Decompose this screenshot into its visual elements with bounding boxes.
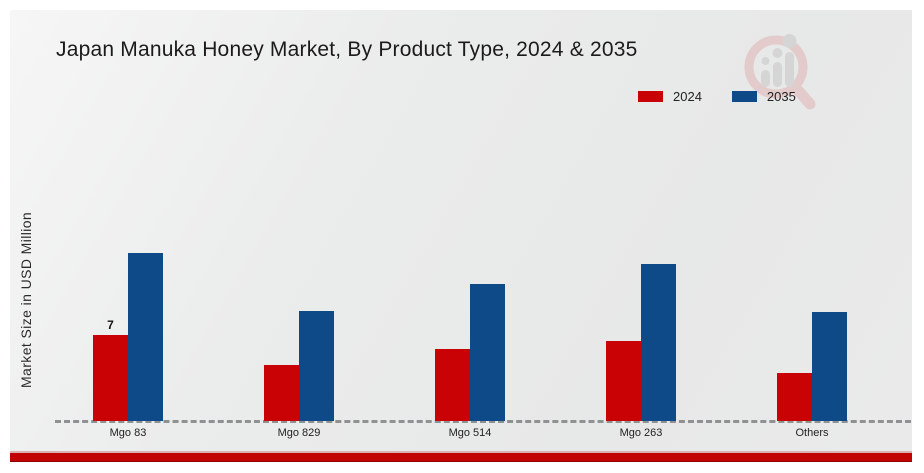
legend-swatch-2024-icon [638,91,663,102]
legend-label: 2035 [766,89,796,104]
bar-2024-mgo-263 [606,341,641,421]
bar-2024-mgo-514 [435,349,470,421]
category-label-mgo-514: Mgo 514 [448,427,492,439]
bar-2035-mgo-829 [299,311,334,421]
chart-title: Japan Manuka Honey Market, By Product Ty… [56,38,638,61]
bar-2035-mgo-83 [128,253,163,421]
bar-2035-mgo-514 [470,284,505,421]
bar-2035-others [812,312,847,421]
bar-2024-others [777,373,812,421]
chart-legend: 2024 2035 [638,89,796,104]
legend-label: 2024 [673,89,702,104]
bar-value-label: 7 [107,318,114,332]
category-label-mgo-83: Mgo 83 [109,427,147,439]
bar-2024-mgo-829 [264,365,299,421]
category-label-mgo-263: Mgo 263 [619,427,663,439]
chart-panel: Japan Manuka Honey Market, By Product Ty… [10,10,912,462]
bar-2024-mgo-83 [93,335,128,421]
footer-accent-bar [10,451,912,462]
legend-swatch-2035-icon [731,91,757,102]
legend-item-2035: 2035 [731,89,796,104]
legend-item-2024: 2024 [638,89,702,104]
bar-2035-mgo-263 [641,264,676,421]
category-label-mgo-829: Mgo 829 [277,427,321,439]
x-axis-baseline [55,420,911,423]
y-axis-label: Market Size in USD Million [18,211,34,389]
magnifier-bar-chart-logo-icon [738,30,820,114]
category-label-others: Others [795,427,829,439]
